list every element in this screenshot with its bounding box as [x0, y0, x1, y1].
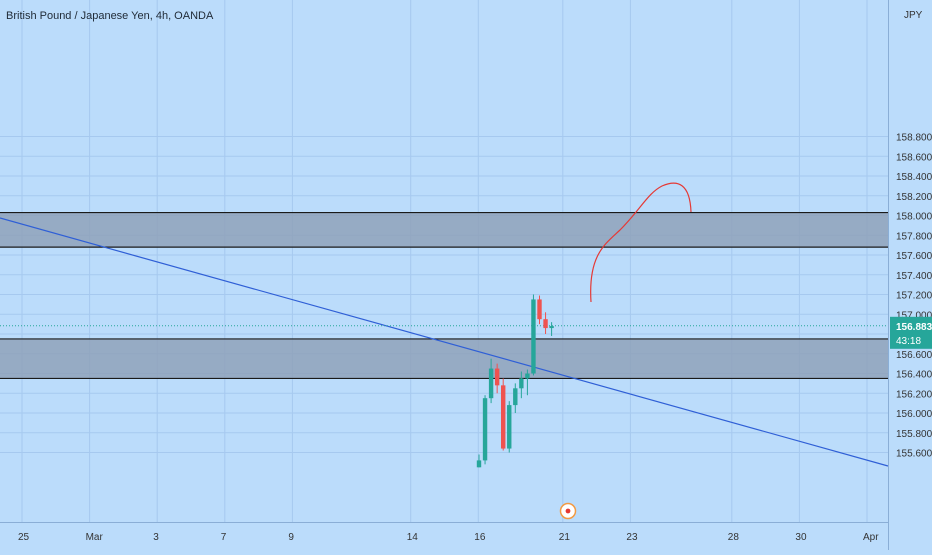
x-tick-label: 7	[221, 532, 227, 543]
y-tick-label: 158.600	[896, 152, 932, 163]
x-tick-label: 25	[18, 532, 30, 543]
x-tick-label: 23	[626, 532, 638, 543]
time-axis-panel	[0, 522, 888, 550]
candle-up	[488, 368, 494, 399]
lower-zone	[0, 338, 888, 379]
x-tick-label: 9	[288, 532, 294, 543]
currency-label: JPY	[904, 10, 923, 21]
y-tick-label: 156.200	[896, 389, 932, 400]
projection-curve	[590, 182, 692, 303]
candle-up	[531, 299, 536, 374]
x-tick-label: Mar	[86, 532, 104, 543]
candle-down	[537, 299, 542, 320]
y-tick-label: 155.600	[896, 449, 932, 460]
y-tick-label: 156.400	[896, 370, 932, 381]
candle-up	[525, 373, 530, 379]
y-tick-label: 157.400	[896, 271, 932, 282]
trend-line	[0, 217, 889, 467]
x-tick-label: 30	[795, 532, 807, 543]
x-tick-label: 14	[407, 532, 419, 543]
y-tick-label: 158.200	[896, 192, 932, 203]
last-price-badge	[890, 316, 932, 349]
x-tick-label: Apr	[863, 532, 879, 543]
x-tick-label: 28	[728, 532, 740, 543]
x-tick-label: 16	[474, 532, 486, 543]
y-tick-label: 158.400	[896, 172, 932, 183]
candle-up	[476, 460, 482, 468]
x-tick-label: 3	[153, 532, 159, 543]
y-tick-label: 158.000	[896, 212, 932, 223]
candle-up	[507, 405, 512, 449]
candle-down	[494, 368, 500, 386]
y-tick-label: 157.000	[896, 310, 932, 321]
candle-down	[543, 319, 548, 329]
price-axis-panel	[888, 0, 932, 550]
candle-up	[482, 398, 488, 461]
event-marker-dot	[565, 508, 571, 514]
y-tick-label: 156.600	[896, 350, 932, 361]
y-tick-label: 155.800	[896, 429, 932, 440]
last-price-label: 156.883	[896, 322, 932, 333]
candle-up	[519, 378, 524, 389]
y-tick-label: 157.600	[896, 251, 932, 262]
y-tick-label: 157.200	[896, 291, 932, 302]
x-tick-label: 21	[559, 532, 571, 543]
y-tick-label: 157.800	[896, 231, 932, 242]
candle-up	[513, 388, 518, 406]
candle-down	[501, 385, 506, 449]
countdown-label: 43:18	[896, 336, 921, 347]
upper-zone	[0, 212, 888, 248]
y-tick-label: 158.800	[896, 133, 932, 144]
candle-up	[549, 326, 554, 329]
chart-title: British Pound / Japanese Yen, 4h, OANDA	[6, 10, 214, 22]
y-tick-label: 156.000	[896, 409, 932, 420]
